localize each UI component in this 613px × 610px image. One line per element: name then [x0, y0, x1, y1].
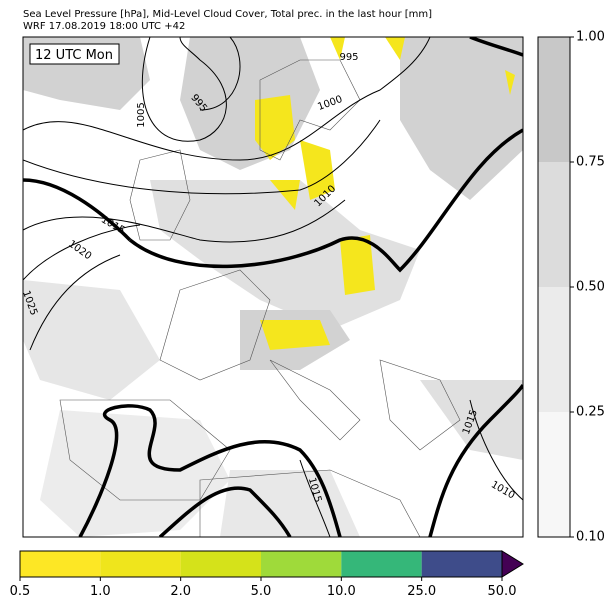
- map-subtitle: WRF 17.08.2019 18:00 UTC +42: [23, 21, 185, 32]
- thick-isobars: [23, 37, 523, 537]
- contour-label: 995: [339, 52, 358, 63]
- cloud-colorbar-tick-label: 0.25: [576, 405, 605, 420]
- precipitation: [255, 37, 515, 350]
- precip-colorbar-extend: [501, 550, 524, 578]
- cloud-colorbar-tick-label: 1.00: [576, 30, 605, 45]
- map-content: [23, 37, 523, 537]
- precip-colorbar-segment: [341, 551, 422, 577]
- cloud-colorbar-tick-label: 0.10: [576, 530, 605, 545]
- precip-colorbar-segment: [100, 551, 181, 577]
- precip-colorbar-tick-label: 1.0: [90, 584, 111, 599]
- cloud-colorbar-tick-label: 0.50: [576, 280, 605, 295]
- cloud-colorbar-segment: [538, 37, 570, 162]
- cloud-colorbar-segment: [538, 162, 570, 287]
- precip-colorbar-tick-label: 2.0: [170, 584, 191, 599]
- precip-colorbar-segment: [421, 551, 502, 577]
- precip-colorbar-tick-label: 25.0: [407, 584, 436, 599]
- map-title: Sea Level Pressure [hPa], Mid-Level Clou…: [23, 9, 432, 20]
- isobars: [23, 37, 523, 537]
- precip-colorbar-tick-label: 10.0: [327, 584, 356, 599]
- precip-colorbar-tick-label: 5.0: [251, 584, 272, 599]
- precip-colorbar-segment: [180, 551, 261, 577]
- map: 12 UTC Mon: [22, 36, 524, 538]
- contour-label: 1005: [136, 102, 147, 127]
- cloud-colorbar-tick-label: 0.75: [576, 155, 605, 170]
- map-frame: [22, 36, 524, 538]
- cloud-colorbar-segment: [538, 287, 570, 412]
- cloud-colorbar-segment: [538, 412, 570, 537]
- precip-colorbar-tick-label: 0.5: [10, 584, 31, 599]
- precip-colorbar-segment: [261, 551, 342, 577]
- time-label: 12 UTC Mon: [35, 48, 113, 63]
- time-label-box: [29, 43, 120, 65]
- precip-colorbar-tick-label: 50.0: [488, 584, 517, 599]
- cloud-cover: [23, 37, 523, 537]
- coastlines: [59, 59, 461, 537]
- precip-colorbar-segment: [20, 551, 101, 577]
